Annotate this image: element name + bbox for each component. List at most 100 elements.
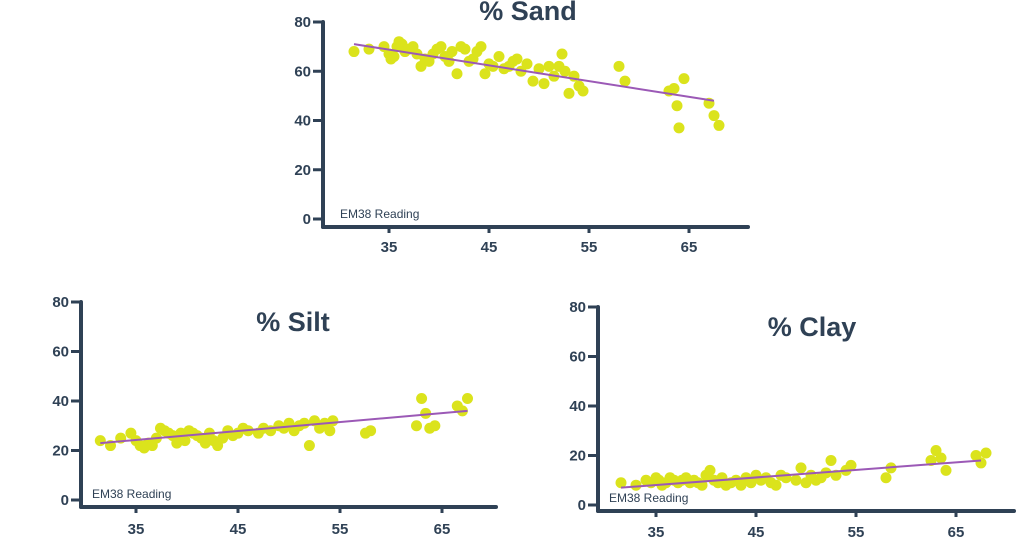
sand-data-point bbox=[533, 63, 545, 75]
sand-data-point bbox=[713, 119, 725, 131]
clay-data-point bbox=[704, 464, 716, 476]
sand-data-point bbox=[668, 82, 680, 94]
sand-data-point bbox=[479, 68, 491, 80]
silt-y-tick-label: 20 bbox=[52, 443, 69, 460]
silt-y-tick-label: 60 bbox=[52, 344, 69, 361]
sand-x-tick-label: 65 bbox=[681, 239, 698, 256]
sand-y-ticks: 0 20 40 60 80 bbox=[294, 14, 323, 228]
clay-y-tick-label: 80 bbox=[569, 299, 586, 316]
clay-x-tick-label: 35 bbox=[648, 524, 665, 539]
silt-x-tick-label: 65 bbox=[434, 521, 451, 538]
clay-x-tick-label: 45 bbox=[748, 524, 765, 539]
sand-data-point bbox=[559, 65, 571, 77]
sand-chart-title: % Sand bbox=[479, 0, 577, 26]
chart-silt: % Silt 0 20 40 60 80 35 45 55 65 EM38 Reading bbox=[52, 294, 498, 538]
clay-x-ticks: 35 45 55 65 bbox=[648, 511, 965, 539]
clay-data-point bbox=[795, 462, 807, 474]
silt-data-point bbox=[365, 425, 377, 437]
clay-chart-title: % Clay bbox=[768, 312, 857, 342]
sand-data-point bbox=[619, 75, 631, 87]
sand-data-point bbox=[493, 50, 505, 62]
sand-data-point bbox=[678, 73, 690, 85]
silt-x-tick-label: 55 bbox=[332, 521, 349, 538]
clay-data-point bbox=[940, 464, 952, 476]
sand-data-point bbox=[673, 122, 685, 134]
sand-y-tick-label: 80 bbox=[294, 14, 311, 31]
silt-data-point bbox=[303, 440, 315, 452]
silt-data-point bbox=[416, 393, 428, 405]
clay-y-tick-label: 0 bbox=[578, 497, 586, 514]
sand-y-tick-label: 0 bbox=[303, 211, 311, 228]
sand-data-point bbox=[671, 100, 683, 112]
silt-x-tick-label: 45 bbox=[230, 521, 247, 538]
sand-y-tick-label: 60 bbox=[294, 63, 311, 80]
sand-data-point bbox=[451, 68, 463, 80]
silt-data-point bbox=[179, 435, 191, 447]
sand-data-point bbox=[577, 85, 589, 97]
sand-data-point bbox=[563, 87, 575, 99]
sand-y-tick-label: 40 bbox=[294, 113, 311, 130]
sand-data-point bbox=[538, 78, 550, 90]
silt-data-point bbox=[420, 407, 432, 419]
chart-sand: % Sand 0 20 40 60 80 35 45 55 65 EM38 Reading bbox=[294, 0, 750, 256]
clay-x-tick-label: 55 bbox=[848, 524, 865, 539]
clay-data-point bbox=[880, 472, 892, 484]
sand-data-point bbox=[527, 75, 539, 87]
silt-y-tick-label: 40 bbox=[52, 393, 69, 410]
clay-data-point bbox=[935, 452, 947, 464]
sand-x-tick-label: 45 bbox=[481, 239, 498, 256]
sand-data-point bbox=[521, 58, 533, 70]
sand-x-ticks: 35 45 55 65 bbox=[381, 227, 698, 256]
clay-data-point bbox=[615, 477, 627, 489]
sand-data-point bbox=[475, 41, 487, 53]
silt-points bbox=[94, 393, 473, 454]
silt-data-point bbox=[462, 393, 473, 405]
silt-x-tick-label: 35 bbox=[128, 521, 145, 538]
silt-data-point bbox=[298, 417, 310, 429]
clay-y-tick-label: 40 bbox=[569, 398, 586, 415]
silt-chart-title: % Silt bbox=[256, 307, 330, 337]
sand-data-point bbox=[511, 53, 523, 65]
clay-data-point bbox=[975, 457, 987, 469]
clay-trendline bbox=[620, 459, 982, 489]
clay-y-ticks: 0 20 40 60 80 bbox=[569, 299, 598, 514]
sand-data-point bbox=[459, 43, 471, 55]
sand-data-point bbox=[388, 50, 400, 62]
clay-data-point bbox=[980, 447, 992, 459]
silt-x-axis-label: EM38 Reading bbox=[92, 487, 171, 501]
silt-data-point bbox=[324, 425, 336, 437]
clay-data-point bbox=[630, 479, 642, 491]
silt-data-point bbox=[411, 420, 422, 432]
clay-x-tick-label: 65 bbox=[948, 524, 965, 539]
clay-y-tick-label: 60 bbox=[569, 349, 586, 366]
sand-x-tick-label: 55 bbox=[581, 239, 598, 256]
sand-x-tick-label: 35 bbox=[381, 239, 398, 256]
sand-y-tick-label: 20 bbox=[294, 162, 311, 179]
clay-data-point bbox=[845, 459, 857, 471]
clay-y-tick-label: 20 bbox=[569, 448, 586, 465]
clay-data-point bbox=[825, 454, 837, 466]
sand-data-point bbox=[556, 48, 568, 60]
silt-y-tick-label: 0 bbox=[61, 492, 69, 509]
silt-y-ticks: 0 20 40 60 80 bbox=[52, 294, 81, 509]
sand-data-point bbox=[613, 60, 625, 72]
silt-x-ticks: 35 45 55 65 bbox=[128, 507, 451, 538]
clay-points bbox=[615, 445, 992, 491]
sand-data-point bbox=[543, 60, 555, 72]
silt-trendline bbox=[100, 409, 468, 445]
clay-data-point bbox=[790, 474, 802, 486]
clay-x-axis-label: EM38 Reading bbox=[609, 491, 688, 505]
silt-data-point bbox=[327, 415, 339, 427]
silt-y-tick-label: 80 bbox=[52, 294, 69, 311]
sand-data-point bbox=[708, 110, 720, 122]
silt-data-point bbox=[429, 420, 441, 432]
sand-data-point bbox=[435, 41, 447, 53]
clay-data-point bbox=[770, 479, 782, 491]
sand-x-axis-label: EM38 Reading bbox=[340, 207, 419, 221]
sand-data-point bbox=[446, 46, 458, 58]
sand-points bbox=[348, 36, 725, 134]
silt-data-point bbox=[94, 435, 106, 447]
sand-data-point bbox=[348, 46, 360, 58]
chart-clay: % Clay 0 20 40 60 80 35 45 55 65 EM38 Reading bbox=[569, 299, 1016, 539]
